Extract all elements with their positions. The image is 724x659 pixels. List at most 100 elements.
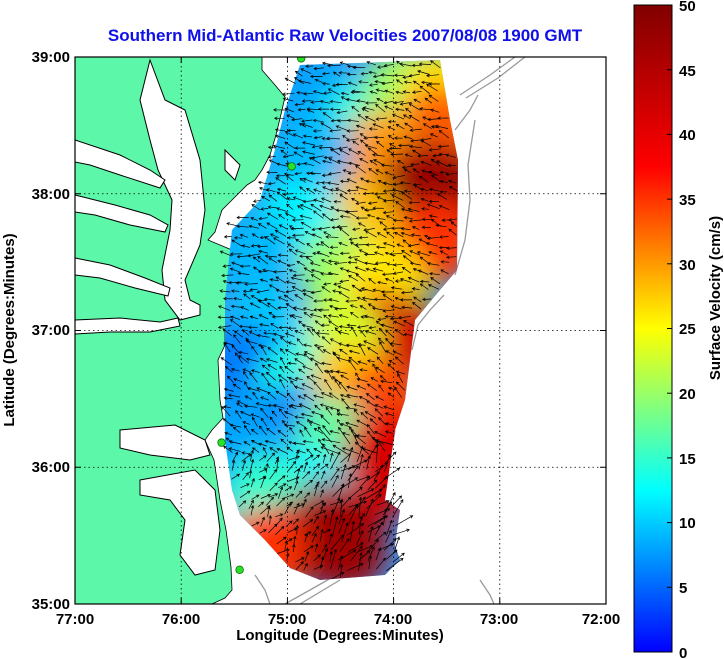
- current-vector: [385, 519, 393, 536]
- current-vector: [426, 236, 439, 241]
- current-vector: [368, 278, 376, 285]
- y-axis-label: Latitude (Degrees:Minutes): [1, 233, 18, 426]
- current-vector: [322, 424, 331, 436]
- current-vector: [220, 357, 232, 366]
- current-vector: [321, 159, 332, 164]
- current-vector: [372, 123, 384, 129]
- current-vector: [338, 508, 346, 525]
- current-vector: [273, 237, 285, 245]
- current-vector: [279, 365, 285, 373]
- current-vector: [338, 242, 348, 247]
- current-vector: [302, 519, 314, 528]
- current-vector: [241, 244, 251, 248]
- figure-title: Southern Mid-Atlantic Raw Velocities 200…: [108, 26, 583, 45]
- current-vector: [250, 244, 260, 248]
- current-vector: [290, 227, 304, 231]
- current-vector: [257, 255, 269, 265]
- current-vector: [356, 384, 367, 390]
- current-vector: [314, 404, 321, 411]
- current-vector: [290, 314, 303, 319]
- current-vector: [384, 277, 394, 282]
- current-vector: [366, 359, 375, 363]
- current-vector: [428, 199, 440, 204]
- current-vector: [259, 529, 267, 534]
- current-vector: [429, 272, 440, 276]
- current-vector: [341, 522, 349, 543]
- current-vector: [420, 139, 432, 147]
- current-vector: [364, 411, 377, 419]
- current-vector: [407, 207, 420, 213]
- current-vector: [348, 504, 359, 524]
- current-vector: [440, 260, 450, 264]
- current-vector: [240, 483, 250, 489]
- current-vector: [320, 272, 333, 276]
- current-vector: [235, 281, 249, 285]
- current-vector: [400, 290, 414, 295]
- current-vector: [314, 320, 323, 327]
- current-vector: [287, 326, 297, 330]
- current-vector: [272, 404, 285, 409]
- current-vector: [278, 483, 287, 489]
- current-vector: [325, 235, 339, 239]
- current-vector: [286, 114, 295, 119]
- current-vector: [363, 136, 377, 140]
- current-vector: [394, 231, 404, 238]
- current-vector: [274, 134, 286, 139]
- current-vector: [421, 80, 431, 85]
- current-vector: [316, 251, 330, 258]
- current-vector: [277, 374, 288, 382]
- current-vector: [438, 152, 447, 157]
- current-vector: [384, 451, 397, 464]
- current-vector: [357, 114, 368, 122]
- current-vector: [271, 315, 285, 319]
- colorbar-ticks: [667, 4, 672, 653]
- current-vector: [296, 260, 305, 267]
- current-vector: [294, 358, 305, 365]
- current-vector: [282, 92, 295, 96]
- x-axis-label: Longitude (Degrees:Minutes): [236, 627, 444, 644]
- current-vector: [382, 210, 394, 215]
- current-vector: [272, 332, 285, 338]
- current-vector: [346, 129, 359, 133]
- current-vector: [365, 267, 377, 273]
- current-vector: [249, 458, 255, 472]
- current-vector: [309, 313, 322, 318]
- current-vector: [401, 191, 413, 200]
- current-vector: [314, 500, 325, 507]
- current-vector: [236, 224, 249, 229]
- current-vector: [250, 477, 255, 488]
- current-vector: [430, 125, 440, 129]
- current-vector: [228, 440, 242, 445]
- current-vector: [260, 207, 269, 211]
- current-vector: [251, 233, 259, 238]
- current-vector: [304, 531, 312, 536]
- current-vector: [411, 287, 420, 291]
- current-vector: [388, 386, 396, 391]
- current-vector: [427, 284, 439, 290]
- current-vector: [256, 244, 268, 249]
- current-vector: [357, 488, 375, 498]
- current-vector: [368, 554, 373, 570]
- current-vector: [424, 234, 432, 239]
- current-vector: [327, 271, 339, 276]
- current-vector: [327, 314, 339, 318]
- current-vector: [381, 290, 394, 294]
- current-vector: [303, 479, 314, 488]
- current-vector: [312, 129, 322, 133]
- current-vector: [287, 361, 297, 365]
- current-vector: [310, 203, 322, 212]
- current-vector: [341, 447, 359, 455]
- current-vector: [309, 171, 322, 175]
- current-vector: [317, 346, 324, 354]
- current-vector: [330, 467, 340, 481]
- current-vector: [299, 214, 313, 220]
- current-vector: [329, 218, 339, 222]
- current-vector: [271, 410, 278, 417]
- current-vector: [352, 65, 366, 70]
- current-vector: [360, 412, 369, 419]
- current-vector: [395, 201, 405, 209]
- current-vector: [348, 359, 357, 371]
- current-vector: [438, 130, 450, 139]
- current-vector: [309, 261, 321, 267]
- axis-ticks: [74, 56, 607, 605]
